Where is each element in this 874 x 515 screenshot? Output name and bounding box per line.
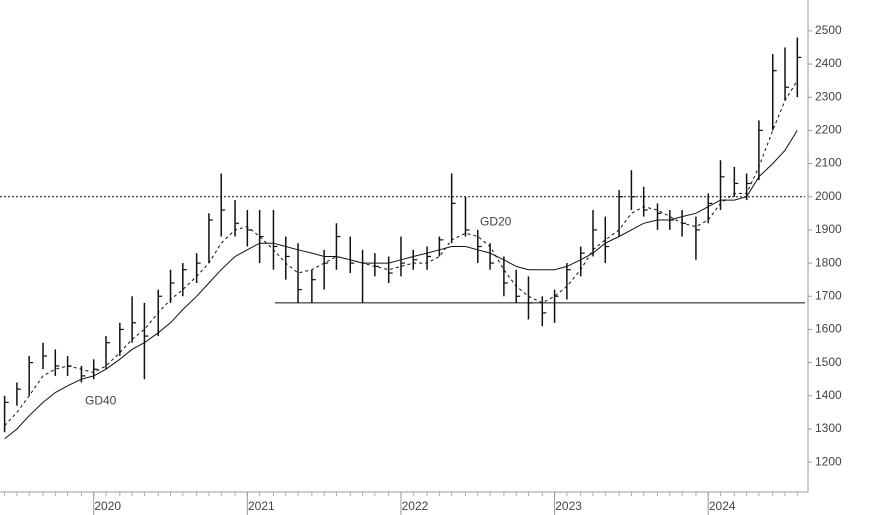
line-label: GD40 (85, 393, 117, 407)
y-tick-label: 2500 (815, 23, 842, 37)
y-tick-label: 1600 (815, 322, 842, 336)
y-tick-label: 1400 (815, 388, 842, 402)
y-tick-label: 2200 (815, 123, 842, 137)
moving-average (4, 80, 798, 426)
y-tick-label: 1300 (815, 421, 842, 435)
y-tick-label: 2400 (815, 56, 842, 70)
y-tick-label: 1700 (815, 288, 842, 302)
y-tick-label: 1200 (815, 454, 842, 468)
y-tick-label: 1500 (815, 355, 842, 369)
y-tick-label: 2000 (815, 189, 842, 203)
x-tick-label: 2020 (94, 499, 121, 513)
x-tick-label: 2024 (709, 499, 736, 513)
moving-average (4, 130, 798, 440)
x-tick-label: 2021 (248, 499, 275, 513)
line-label: GD20 (480, 215, 512, 229)
y-tick-label: 1800 (815, 255, 842, 269)
y-tick-label: 2100 (815, 156, 842, 170)
y-tick-label: 1900 (815, 222, 842, 236)
x-tick-label: 2022 (402, 499, 429, 513)
y-tick-label: 2300 (815, 89, 842, 103)
x-tick-label: 2023 (555, 499, 582, 513)
